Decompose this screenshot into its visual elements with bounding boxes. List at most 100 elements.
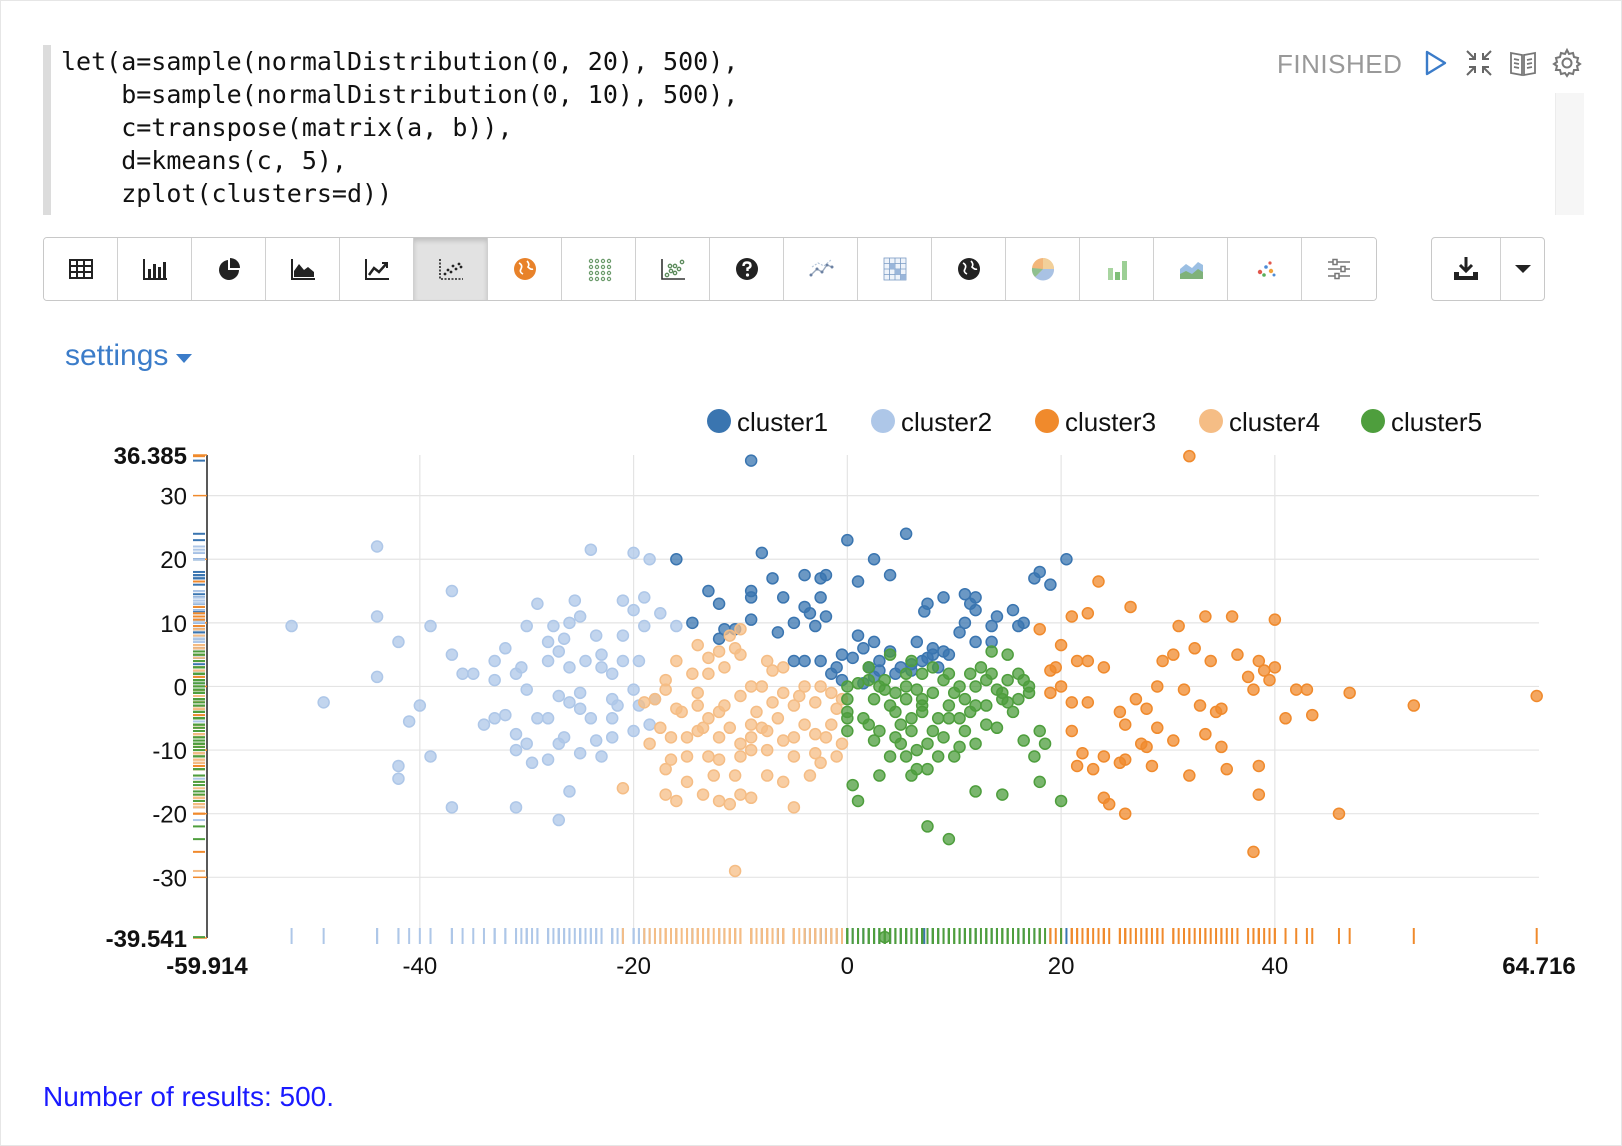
- data-point-cluster3: [1081, 607, 1095, 620]
- scatter-chart-icon: [438, 259, 463, 280]
- viz-button-dot-grid[interactable]: [562, 238, 636, 300]
- viz-button-table[interactable]: [44, 238, 118, 300]
- gear-icon[interactable]: [1551, 47, 1583, 79]
- viz-button-bar-chart[interactable]: [118, 238, 192, 300]
- bar-color-icon: [1107, 261, 1127, 280]
- data-point-cluster5: [963, 667, 977, 680]
- data-point-cluster3: [1247, 683, 1260, 696]
- data-point-cluster5: [1038, 737, 1052, 750]
- viz-button-line-chart[interactable]: [340, 238, 414, 300]
- data-point-cluster5: [851, 794, 865, 808]
- data-point-cluster4: [686, 667, 699, 680]
- data-point-cluster3: [1279, 712, 1292, 725]
- data-point-cluster1: [809, 619, 822, 633]
- book-icon[interactable]: [1507, 47, 1539, 79]
- data-point-cluster4: [670, 794, 683, 808]
- download-button[interactable]: [1432, 238, 1502, 300]
- data-point-cluster2: [605, 667, 619, 680]
- viz-button-area-chart[interactable]: [266, 238, 340, 300]
- editor-scrollbar[interactable]: [1555, 93, 1584, 215]
- data-point-cluster2: [285, 619, 298, 633]
- data-point-cluster1: [712, 632, 726, 646]
- data-point-cluster2: [467, 667, 480, 680]
- data-point-cluster1: [744, 613, 758, 626]
- data-point-cluster5: [980, 673, 993, 687]
- viz-button-scatter-chart[interactable]: [414, 238, 488, 300]
- data-point-cluster5: [841, 712, 854, 725]
- data-point-cluster5: [915, 667, 929, 680]
- data-point-cluster3: [1140, 740, 1153, 754]
- viz-button-heatmap-grid[interactable]: [858, 238, 932, 300]
- download-button-group: [1431, 237, 1545, 301]
- data-point-cluster4: [760, 769, 774, 782]
- data-point-cluster2: [605, 712, 619, 725]
- data-point-cluster4: [787, 801, 801, 814]
- data-point-cluster2: [563, 661, 576, 674]
- viz-button-bar-color[interactable]: [1080, 238, 1154, 300]
- data-point-cluster3: [1151, 721, 1164, 735]
- data-point-cluster5: [910, 683, 924, 696]
- download-options-button[interactable]: [1501, 238, 1544, 300]
- data-point-cluster5: [921, 762, 934, 776]
- data-point-cluster5: [1001, 696, 1014, 709]
- data-point-cluster1: [1044, 578, 1057, 591]
- data-point-cluster2: [547, 619, 560, 633]
- data-point-cluster4: [734, 788, 747, 801]
- viz-button-area-color[interactable]: [1154, 238, 1228, 300]
- viz-button-help[interactable]: [710, 238, 784, 300]
- data-point-cluster5: [953, 680, 966, 693]
- data-point-cluster4: [825, 718, 838, 731]
- data-point-cluster4: [830, 750, 843, 763]
- viz-button-line-scatter[interactable]: [784, 238, 858, 300]
- data-point-cluster1: [857, 642, 870, 655]
- data-point-cluster3: [1129, 692, 1143, 706]
- data-point-cluster4: [670, 702, 683, 715]
- data-point-cluster2: [552, 645, 566, 658]
- data-point-cluster2: [456, 667, 469, 680]
- data-point-cluster2: [392, 635, 405, 649]
- viz-button-bubble-color[interactable]: [1228, 238, 1302, 300]
- collapse-icon[interactable]: [1463, 47, 1495, 79]
- data-point-cluster1: [814, 591, 827, 604]
- data-point-cluster2: [541, 654, 555, 668]
- legend-swatch: [1361, 409, 1385, 433]
- data-point-cluster1: [942, 648, 956, 661]
- data-point-cluster3: [1156, 654, 1169, 668]
- data-point-cluster1: [787, 616, 801, 630]
- data-point-cluster3: [1044, 686, 1057, 700]
- data-point-cluster1: [712, 597, 726, 611]
- data-point-cluster2: [445, 648, 459, 661]
- data-point-cluster1: [985, 619, 998, 633]
- y-tick-label: -30: [152, 865, 187, 892]
- viz-button-pie-chart[interactable]: [192, 238, 266, 300]
- data-point-cluster3: [1081, 654, 1095, 668]
- viz-button-globe-black[interactable]: [932, 238, 1006, 300]
- y-tick-label: 36.385: [114, 443, 187, 470]
- data-point-cluster2: [638, 591, 651, 604]
- viz-button-pie-color[interactable]: [1006, 238, 1080, 300]
- data-point-cluster5: [899, 750, 913, 763]
- y-tick-label: 0: [174, 674, 187, 701]
- data-point-cluster4: [664, 731, 678, 744]
- data-point-cluster2: [520, 619, 533, 633]
- area-chart-icon: [290, 259, 315, 280]
- data-point-cluster1: [910, 635, 924, 649]
- data-point-cluster3: [1199, 610, 1212, 623]
- data-point-cluster5: [1001, 648, 1014, 661]
- data-point-cluster1: [1033, 565, 1046, 579]
- data-point-cluster5: [953, 740, 966, 754]
- data-point-cluster3: [1167, 734, 1180, 747]
- data-point-cluster4: [712, 645, 726, 658]
- code-editor[interactable]: let(a=sample(normalDistribution(0, 20), …: [43, 45, 1361, 215]
- data-point-cluster5: [990, 721, 1004, 735]
- run-icon[interactable]: [1419, 47, 1451, 79]
- data-point-cluster2: [595, 648, 608, 661]
- viz-button-range-sliders[interactable]: [1302, 238, 1376, 300]
- viz-button-scatter-plot[interactable]: [636, 238, 710, 300]
- settings-toggle[interactable]: settings: [65, 339, 193, 373]
- viz-button-globe-orange[interactable]: [488, 238, 562, 300]
- data-point-cluster5: [958, 692, 972, 706]
- data-point-cluster2: [488, 654, 501, 668]
- data-point-cluster3: [1102, 797, 1116, 811]
- scatter-chart: 36.385 30 20 10 0 -10 -20 -30 -39.541-59.914 -40 -…: [106, 407, 1576, 980]
